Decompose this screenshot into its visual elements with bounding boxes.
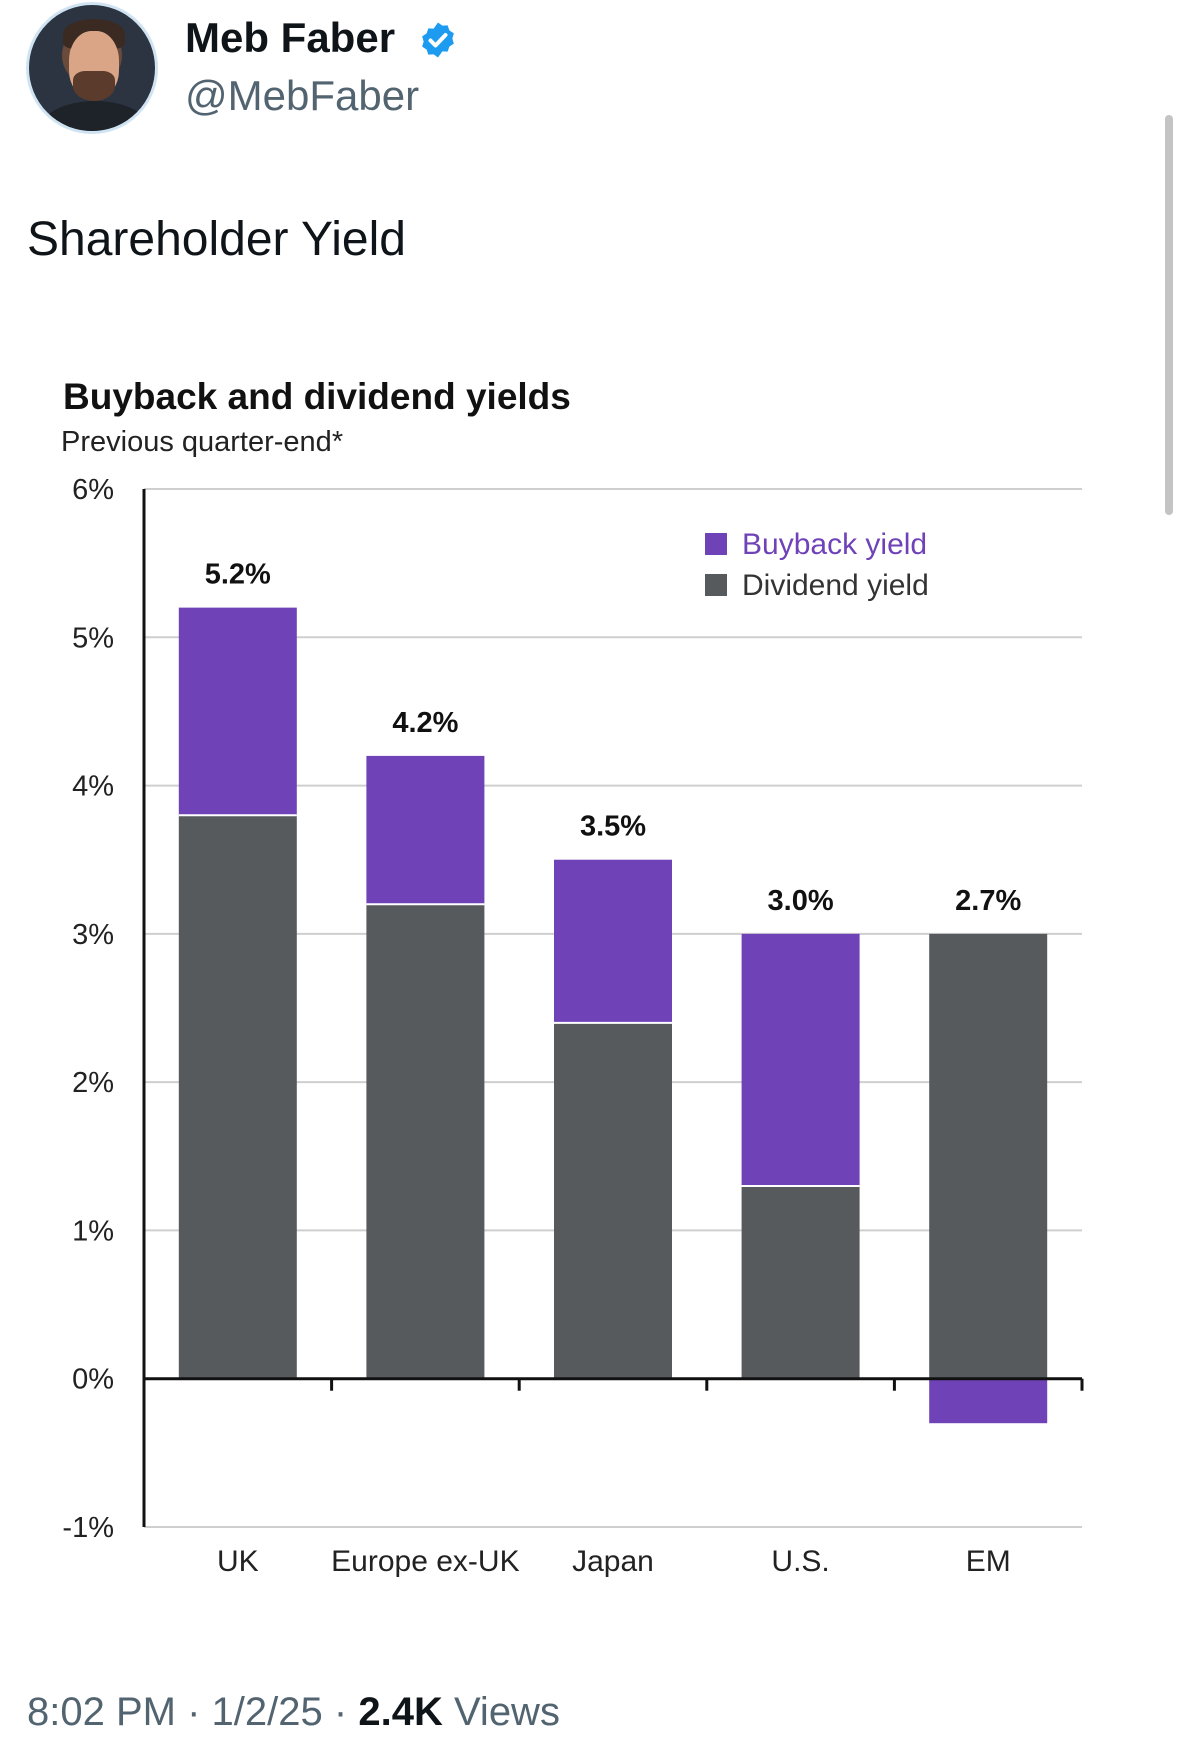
dividend-bar[interactable] (929, 933, 1048, 1379)
tweet-date[interactable]: 1/2/25 (211, 1690, 323, 1734)
legend-label: Buyback yield (742, 528, 927, 561)
buyback-bar[interactable] (366, 755, 485, 905)
buyback-bar[interactable] (929, 1378, 1048, 1424)
tweet-time[interactable]: 8:02 PM (27, 1690, 176, 1734)
dividend-bar[interactable] (554, 1022, 672, 1379)
y-tick-label: 1% (72, 1215, 114, 1247)
author-name[interactable]: Meb Faber (185, 14, 396, 61)
y-tick-label: 5% (72, 622, 114, 654)
y-tick-label: 0% (72, 1364, 114, 1396)
views-label: Views (453, 1690, 560, 1734)
scrollbar[interactable] (1165, 115, 1173, 515)
x-tick-label: EM (966, 1545, 1011, 1578)
y-tick-label: 3% (72, 919, 114, 951)
meta-separator: · (187, 1690, 201, 1734)
bar-total-label: 3.0% (768, 885, 834, 917)
x-tick-label: Japan (572, 1545, 654, 1578)
legend-swatch (705, 533, 727, 555)
chart-subtitle: Previous quarter-end* (61, 426, 344, 458)
y-tick-label: 2% (72, 1067, 114, 1099)
legend-label: Dividend yield (742, 569, 929, 602)
verified-badge-icon (422, 22, 454, 58)
dividend-bar[interactable] (178, 815, 297, 1379)
dividend-bar[interactable] (366, 904, 485, 1379)
bar-total-label: 2.7% (955, 885, 1021, 917)
tweet-text: Shareholder Yield (27, 213, 406, 266)
dividend-bar[interactable] (741, 1185, 860, 1379)
legend-swatch (705, 574, 727, 596)
bar-total-label: 5.2% (205, 559, 271, 591)
chart-title: Buyback and dividend yields (63, 376, 571, 417)
x-tick-label: Europe ex-UK (331, 1545, 519, 1578)
avatar-beard (73, 71, 115, 101)
y-tick-label: 4% (72, 771, 114, 803)
author-avatar[interactable] (26, 2, 158, 134)
x-tick-label: U.S. (771, 1545, 829, 1578)
buyback-bar[interactable] (554, 859, 672, 1023)
buyback-bar[interactable] (741, 933, 860, 1186)
y-tick-label: -1% (62, 1512, 114, 1544)
bar-total-label: 3.5% (580, 811, 646, 843)
buyback-bar[interactable] (178, 607, 297, 816)
tweet-meta: 8:02 PM · 1/2/25 · 2.4K Views (27, 1690, 560, 1735)
x-tick-label: UK (217, 1545, 259, 1578)
author-handle[interactable]: @MebFaber (185, 72, 420, 119)
bar-total-label: 4.2% (392, 707, 458, 739)
y-tick-label: 6% (72, 474, 114, 506)
meta-separator: · (333, 1690, 348, 1734)
stacked-bar-chart[interactable]: 6% 5% 4% 3% 2% 1% 0% -1% 5.2% UK 4.2% Europe ex-UK 3… (0, 0, 1179, 1640)
views-count[interactable]: 2.4K (358, 1690, 443, 1734)
